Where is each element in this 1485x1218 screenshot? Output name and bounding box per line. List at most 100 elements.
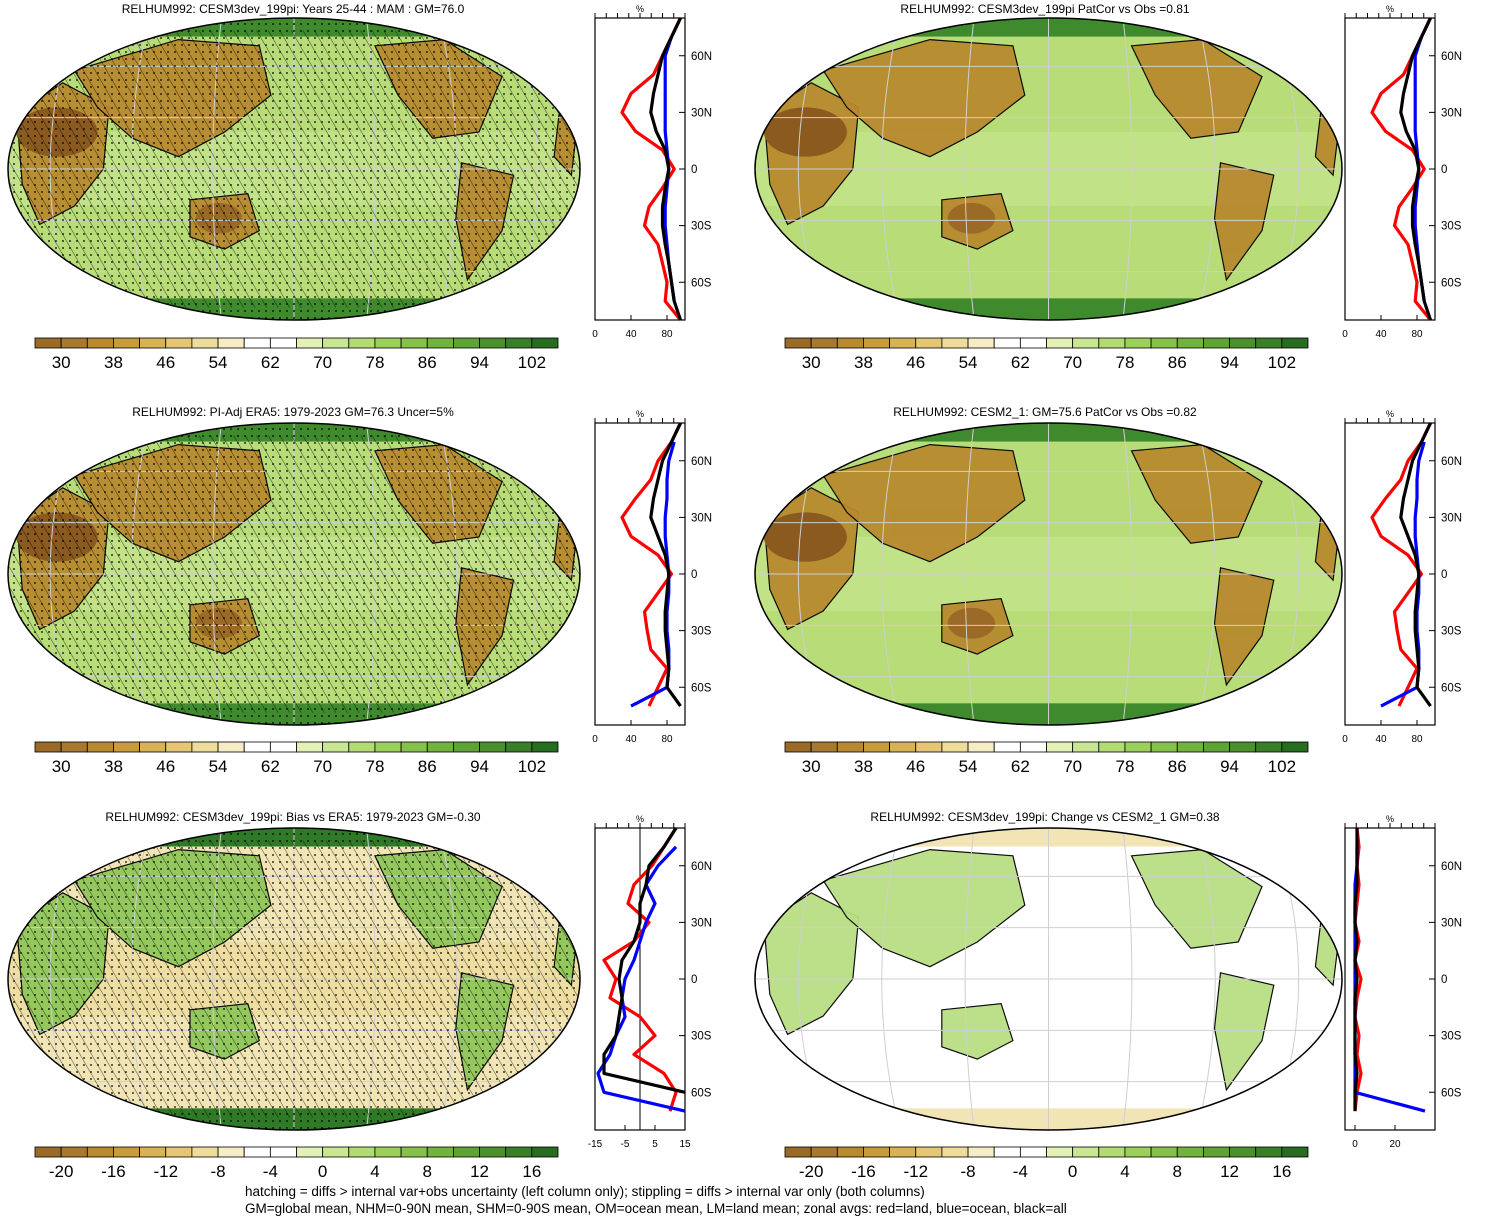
- stippling-overlay: [8, 423, 580, 725]
- zonal-lat-label: 60S: [691, 682, 712, 694]
- map-border: [754, 422, 1343, 726]
- map-panel-5: [7, 827, 581, 1131]
- colorbar-swatch: [1019, 1146, 1047, 1158]
- map-border: [7, 827, 581, 1131]
- zonal-lat-label: 0: [691, 164, 697, 176]
- colorbar-5: -20-16-12-8-4048121620: [34, 1146, 559, 1181]
- map-panel-3: [7, 422, 581, 726]
- colorbar-swatch: [479, 337, 507, 349]
- colorbar-swatch: [322, 1146, 350, 1158]
- longitude-gridline: [964, 18, 975, 320]
- colorbar-swatch: [967, 1146, 995, 1158]
- map-border: [7, 422, 581, 726]
- colorbar-swatch: [889, 1146, 917, 1158]
- colorbar-swatch: [113, 741, 140, 753]
- colorbar-swatch: [1176, 337, 1204, 349]
- colorbar-label: 54: [209, 757, 228, 776]
- longitude-gridline: [1196, 423, 1216, 725]
- colorbar-swatch: [60, 1146, 88, 1158]
- colorbar-swatch: [243, 337, 271, 349]
- colorbar-swatch: [505, 337, 533, 349]
- colorbar-label: 12: [470, 1162, 489, 1181]
- colorbar-swatch: [810, 741, 838, 753]
- colorbar-swatch: [479, 741, 507, 753]
- colorbar-swatch: [1229, 1146, 1257, 1158]
- zonal-unit-label: %: [1386, 4, 1394, 14]
- colorbar-swatch: [1124, 741, 1152, 753]
- colorbar-swatch: [374, 337, 402, 349]
- colorbar-label: 30: [52, 757, 71, 776]
- colorbar-swatch: [34, 1146, 62, 1158]
- colorbar-swatch: [296, 741, 324, 753]
- zonal-plot-4: % 60N 30N 0 30S 60S 0 40 80: [1342, 409, 1462, 745]
- longitude-gridline: [1122, 423, 1133, 725]
- zonal-unit-label: %: [1386, 814, 1394, 824]
- zonal-lat-label: 60N: [1441, 861, 1462, 873]
- colorbar-label: -4: [263, 1162, 278, 1181]
- zonal-lat-label: 30S: [691, 1031, 712, 1043]
- colorbar-swatch: [139, 741, 167, 753]
- colorbar-label: 86: [1168, 757, 1187, 776]
- colorbar-swatch: [243, 1146, 271, 1158]
- sahara-fill: [763, 512, 847, 562]
- colorbar-1: 303846546270788694102110: [34, 337, 559, 372]
- colorbar-swatch: [1019, 337, 1047, 349]
- colorbar-label: -8: [960, 1162, 975, 1181]
- australia-desert-fill: [947, 202, 996, 234]
- zonal-plot-1: % 60N 30N 0 30S 60S 0 40 80: [592, 4, 712, 340]
- colorbar-label: 102: [518, 757, 546, 776]
- zonal-plot-5: % 60N 30N 0 30S 60S -15 -5 5 15: [588, 814, 712, 1150]
- colorbar-label: 30: [52, 353, 71, 372]
- zonal-plot-3: % 60N 30N 0 30S 60S 0 40 80: [592, 409, 712, 745]
- colorbar-swatch: [217, 337, 245, 349]
- zonal-lat-label: 30N: [1441, 107, 1462, 119]
- colorbar-swatch: [1072, 337, 1100, 349]
- zonal-series-land: [620, 17, 682, 322]
- colorbar-swatch: [60, 337, 88, 349]
- colorbar-label: 94: [470, 353, 489, 372]
- colorbar-swatch: [863, 337, 890, 349]
- zonal-x-label: -15: [588, 1139, 603, 1150]
- zonal-plot-2: % 60N 30N 0 30S 60S 0 40 80: [1342, 4, 1462, 340]
- footnote-line-1: hatching = diffs > internal var+obs unce…: [245, 1184, 925, 1199]
- colorbar-swatch: [296, 1146, 324, 1158]
- zonal-x-label: 40: [625, 329, 637, 340]
- colorbar-swatch: [836, 1146, 864, 1158]
- colorbar-swatch: [165, 1146, 193, 1158]
- colorbar-swatch: [1202, 1146, 1230, 1158]
- colorbar-swatch: [531, 337, 559, 349]
- colorbar-swatch: [322, 741, 350, 753]
- zonal-lat-label: 60N: [691, 861, 712, 873]
- zonal-series-land: [602, 827, 678, 1112]
- colorbar-swatch: [86, 741, 114, 753]
- zonal-lat-label: 60S: [1441, 1087, 1462, 1099]
- colorbar-swatch: [784, 741, 812, 753]
- colorbar-swatch: [400, 1146, 428, 1158]
- zonal-x-label: 0: [592, 329, 598, 340]
- panel-title-1: RELHUM992: CESM3dev_199pi: Years 25-44 :…: [121, 2, 465, 16]
- zonal-x-label: 15: [679, 1139, 691, 1150]
- zonal-x-label: 0: [1342, 734, 1348, 745]
- colorbar-swatch: [269, 337, 297, 349]
- zonal-lat-label: 60N: [691, 51, 712, 63]
- zonal-lat-label: 0: [1441, 569, 1447, 581]
- zonal-x-label: 0: [1352, 1139, 1358, 1150]
- colorbar-swatch: [1072, 741, 1100, 753]
- colorbar-label: 38: [854, 353, 873, 372]
- zonal-lat-label: 0: [1441, 974, 1447, 986]
- colorbar-swatch: [1124, 337, 1152, 349]
- colorbar-swatch: [165, 741, 193, 753]
- longitude-gridline: [1122, 828, 1133, 1130]
- zonal-lat-label: 60N: [691, 456, 712, 468]
- colorbar-swatch: [941, 337, 969, 349]
- colorbar-swatch: [967, 741, 995, 753]
- colorbar-label: 30: [802, 353, 821, 372]
- longitude-gridline: [964, 828, 975, 1130]
- zonal-lat-label: 60N: [1441, 456, 1462, 468]
- colorbar-swatch: [426, 1146, 454, 1158]
- stippling-overlay: [8, 18, 580, 320]
- panel-title-6: RELHUM992: CESM3dev_199pi: Change vs CES…: [870, 810, 1220, 824]
- colorbar-swatch: [836, 741, 864, 753]
- longitude-gridline: [1196, 828, 1216, 1130]
- colorbar-label: 8: [423, 1162, 432, 1181]
